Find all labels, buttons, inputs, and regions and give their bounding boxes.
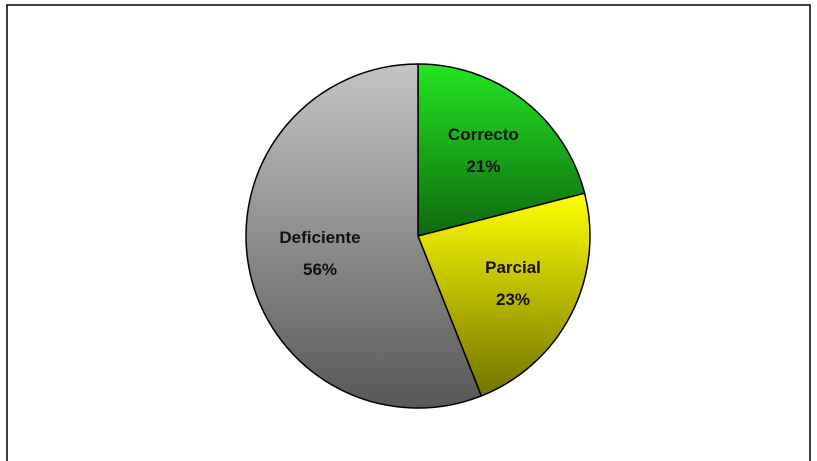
chart-border bbox=[6, 4, 811, 461]
pie-slice bbox=[416, 192, 591, 397]
slice-value-label: 21% bbox=[466, 157, 500, 176]
pie-slice bbox=[417, 63, 586, 237]
slice-value-label: 23% bbox=[496, 290, 530, 309]
slice-label: Correcto bbox=[448, 125, 519, 144]
pie-slice bbox=[245, 63, 483, 409]
slice-value-label: 56% bbox=[303, 260, 337, 279]
slice-label: Deficiente bbox=[279, 228, 360, 247]
slice-label: Parcial bbox=[485, 258, 541, 277]
